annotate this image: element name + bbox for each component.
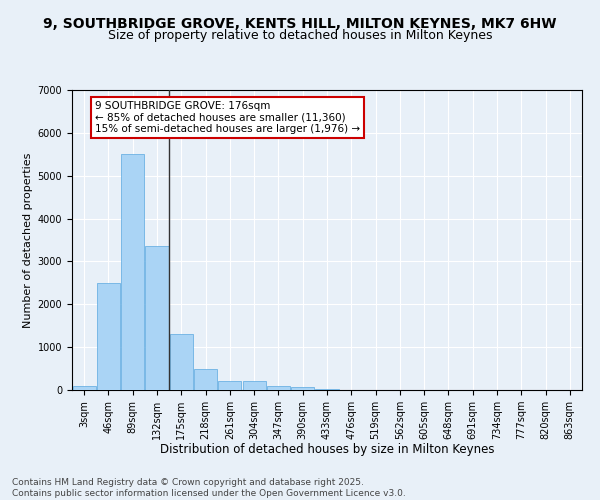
Bar xyxy=(97,283,120,390)
Bar xyxy=(73,386,95,390)
Text: 9 SOUTHBRIDGE GROVE: 176sqm
← 85% of detached houses are smaller (11,360)
15% of: 9 SOUTHBRIDGE GROVE: 176sqm ← 85% of det… xyxy=(95,100,360,134)
Bar xyxy=(242,382,266,390)
Bar xyxy=(316,388,338,390)
Bar xyxy=(218,380,241,390)
Text: Contains HM Land Registry data © Crown copyright and database right 2025.
Contai: Contains HM Land Registry data © Crown c… xyxy=(12,478,406,498)
Bar xyxy=(291,388,314,390)
Text: 9, SOUTHBRIDGE GROVE, KENTS HILL, MILTON KEYNES, MK7 6HW: 9, SOUTHBRIDGE GROVE, KENTS HILL, MILTON… xyxy=(43,18,557,32)
Bar xyxy=(267,386,290,390)
Bar xyxy=(121,154,144,390)
Bar xyxy=(170,334,193,390)
Bar xyxy=(145,246,169,390)
Y-axis label: Number of detached properties: Number of detached properties xyxy=(23,152,34,328)
Bar xyxy=(194,368,217,390)
Text: Size of property relative to detached houses in Milton Keynes: Size of property relative to detached ho… xyxy=(108,29,492,42)
X-axis label: Distribution of detached houses by size in Milton Keynes: Distribution of detached houses by size … xyxy=(160,444,494,456)
